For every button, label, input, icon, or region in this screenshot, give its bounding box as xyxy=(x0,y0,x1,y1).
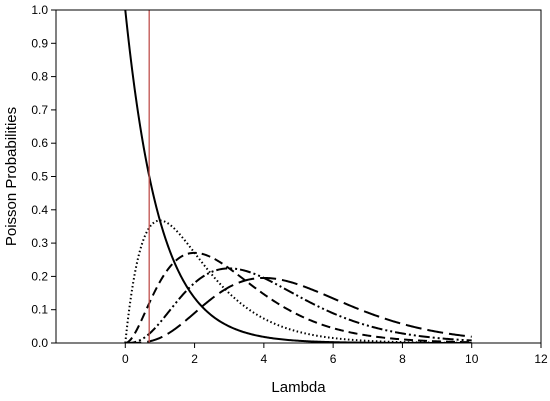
series-line-k1 xyxy=(124,219,472,343)
plot-frame xyxy=(55,9,542,344)
y-tick-label: 0.6 xyxy=(31,136,48,150)
y-tick-label: 1.0 xyxy=(31,3,48,17)
ticks: 0 2 4 6 8 10 12 0.0 0.1 0.2 0.3 0.4 0.5 0.6 0.7 0.8 0.9 1… xyxy=(31,3,548,366)
y-tick-label: 0.9 xyxy=(31,36,48,50)
y-tick-label: 0.2 xyxy=(31,269,48,283)
x-tick-label: 6 xyxy=(330,352,337,366)
series-line-k0 xyxy=(124,10,472,343)
x-tick-label: 2 xyxy=(191,352,198,366)
y-tick-label: 0.5 xyxy=(31,170,48,184)
y-tick-label: 0.4 xyxy=(31,203,48,217)
x-tick-label: 4 xyxy=(261,352,268,366)
x-axis-title: Lambda xyxy=(271,379,326,396)
y-tick-label: 0.7 xyxy=(31,103,48,117)
x-tick-label: 0 xyxy=(122,352,129,366)
x-tick-label: 12 xyxy=(534,352,548,366)
x-tick-label: 10 xyxy=(465,352,479,366)
y-tick-label: 0.1 xyxy=(31,303,48,317)
x-tick-label: 8 xyxy=(399,352,406,366)
plot-content xyxy=(124,10,472,343)
series-line-k4 xyxy=(125,276,472,343)
y-axis-title: Poisson Probabilities xyxy=(3,107,20,246)
y-tick-label: 0.0 xyxy=(31,336,48,350)
series-line-k3 xyxy=(125,267,472,343)
y-tick-label: 0.3 xyxy=(31,236,48,250)
y-tick-label: 0.8 xyxy=(31,70,48,84)
series-line-k2 xyxy=(125,251,472,343)
